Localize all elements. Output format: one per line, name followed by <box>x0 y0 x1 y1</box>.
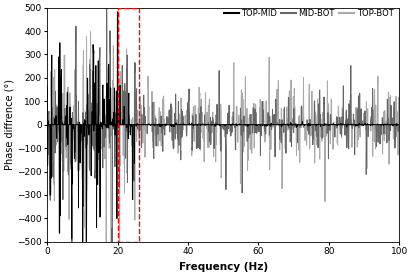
MID-BOT <box>397 123 402 126</box>
TOP-BOT <box>369 123 374 126</box>
Legend: TOP-MID, MID-BOT, TOP-BOT: TOP-MID, MID-BOT, TOP-BOT <box>222 7 395 20</box>
TOP-BOT <box>301 107 306 110</box>
TOP-MID <box>386 123 391 126</box>
TOP-MID <box>115 10 120 14</box>
MID-BOT <box>301 123 306 126</box>
TOP-BOT <box>45 123 50 126</box>
TOP-BOT <box>193 123 198 126</box>
TOP-BOT <box>212 123 217 126</box>
TOP-BOT <box>116 6 121 9</box>
TOP-MID <box>196 123 201 126</box>
TOP-MID <box>369 123 374 126</box>
MID-BOT <box>69 240 74 243</box>
TOP-MID <box>301 123 306 126</box>
MID-BOT <box>212 123 217 126</box>
Line: TOP-MID: TOP-MID <box>47 12 399 242</box>
Bar <box>118 8 139 242</box>
MID-BOT <box>386 117 391 120</box>
TOP-MID <box>212 123 217 126</box>
TOP-MID <box>193 123 198 126</box>
MID-BOT <box>45 123 50 126</box>
MID-BOT <box>193 123 198 126</box>
TOP-BOT <box>397 123 402 126</box>
MID-BOT <box>104 6 109 9</box>
TOP-BOT <box>83 240 88 243</box>
TOP-MID <box>80 240 85 243</box>
TOP-BOT <box>386 91 391 94</box>
Y-axis label: Phase diffrence (°): Phase diffrence (°) <box>4 79 14 170</box>
Line: MID-BOT: MID-BOT <box>47 8 399 242</box>
Line: TOP-BOT: TOP-BOT <box>47 8 399 242</box>
MID-BOT <box>196 143 201 146</box>
MID-BOT <box>369 118 374 121</box>
TOP-MID <box>397 123 402 126</box>
TOP-MID <box>45 85 50 88</box>
TOP-BOT <box>196 123 201 126</box>
X-axis label: Frequency (Hz): Frequency (Hz) <box>179 262 268 272</box>
